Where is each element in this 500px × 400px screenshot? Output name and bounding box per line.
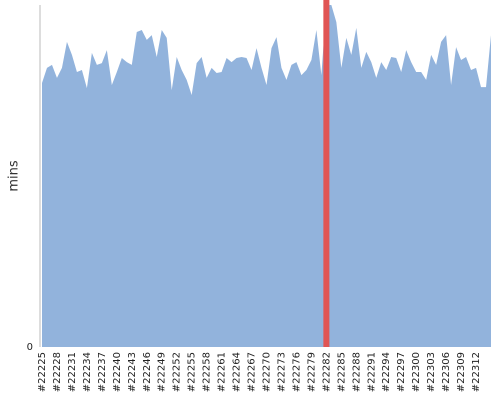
x-tick-label: #22234 [82, 352, 93, 392]
y-tick-label: 0 [27, 342, 33, 353]
x-tick-label: #22228 [52, 352, 63, 392]
x-tick-label: #22249 [157, 352, 168, 392]
x-tick-label: #22267 [247, 352, 258, 392]
highlight-marker [323, 0, 330, 347]
x-tick-label: #22288 [351, 352, 362, 392]
x-tick-label: #22261 [217, 352, 228, 392]
x-tick-label: #22297 [396, 352, 407, 392]
x-tick-label: #22312 [471, 352, 482, 392]
x-tick-label: #22273 [276, 352, 287, 392]
x-tick-label: #22285 [336, 352, 347, 392]
y-axis-label: mins [7, 160, 22, 192]
area [42, 5, 491, 347]
x-tick-label: #22279 [306, 352, 317, 392]
x-tick-label: #22264 [232, 352, 243, 392]
x-tick-label: #22243 [127, 352, 138, 392]
x-tick-label: #22237 [97, 352, 108, 392]
x-tick-label: #22282 [321, 352, 332, 392]
x-tick-label: #22294 [381, 352, 392, 392]
x-tick-label: #22231 [67, 352, 78, 392]
x-tick-label: #22240 [112, 352, 123, 392]
x-tick-label: #22276 [291, 352, 302, 392]
x-tick-label: #22303 [426, 352, 437, 392]
x-tick-label: #22258 [202, 352, 213, 392]
x-tick-label: #22291 [366, 352, 377, 392]
x-tick-label: #22306 [441, 352, 452, 392]
x-tick-label: #22255 [187, 352, 198, 392]
x-tick-label: #22225 [37, 352, 48, 392]
x-tick-label: #22246 [142, 352, 153, 392]
x-tick-label: #22252 [172, 352, 183, 392]
x-tick-label: #22300 [411, 352, 422, 392]
x-tick-label: #22309 [456, 352, 467, 392]
x-tick-label: #22270 [262, 352, 273, 392]
